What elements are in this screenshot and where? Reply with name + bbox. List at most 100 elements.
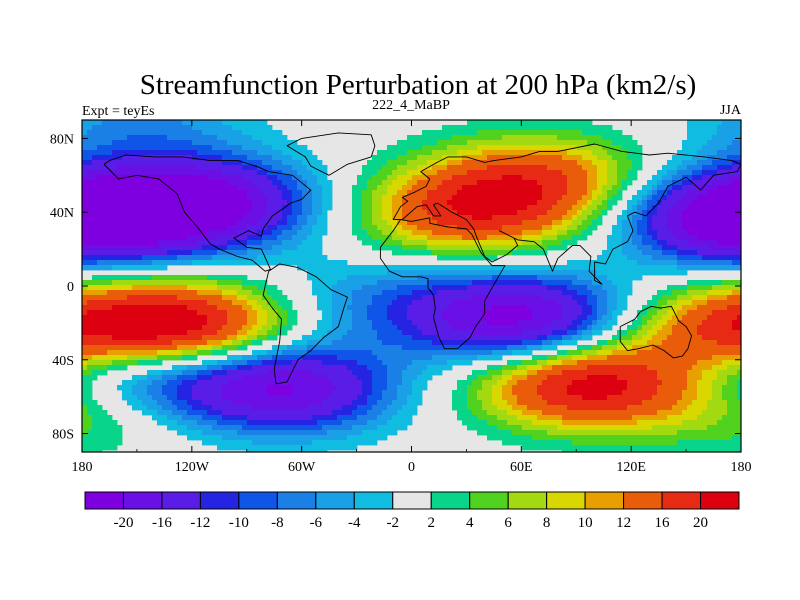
contour-cell — [92, 280, 98, 286]
contour-cell — [432, 205, 438, 211]
contour-cell — [687, 235, 693, 241]
contour-cell — [262, 165, 268, 171]
contour-cell — [457, 140, 463, 146]
contour-cell — [527, 130, 533, 136]
contour-cell — [407, 320, 413, 326]
contour-cell — [717, 195, 723, 201]
contour-cell — [702, 315, 708, 321]
contour-cell — [677, 160, 683, 166]
contour-cell — [377, 310, 383, 316]
contour-cell — [737, 230, 742, 236]
contour-cell — [137, 210, 143, 216]
contour-cell — [202, 190, 208, 196]
contour-cell — [447, 325, 453, 331]
contour-cell — [252, 180, 258, 186]
contour-cell — [372, 285, 378, 291]
contour-cell — [282, 260, 288, 266]
contour-cell — [542, 190, 548, 196]
contour-cell — [97, 170, 103, 176]
contour-cell — [702, 320, 708, 326]
contour-cell — [552, 290, 558, 296]
contour-cell — [582, 195, 588, 201]
contour-cell — [417, 180, 423, 186]
contour-cell — [192, 135, 198, 141]
contour-cell — [577, 310, 583, 316]
contour-cell — [372, 235, 378, 241]
contour-cell — [432, 225, 438, 231]
contour-cell — [682, 155, 688, 161]
contour-cell — [432, 220, 438, 226]
contour-cell — [712, 180, 718, 186]
contour-cell — [612, 255, 618, 261]
contour-cell — [667, 170, 673, 176]
contour-cell — [372, 270, 378, 276]
contour-cell — [237, 335, 243, 341]
contour-cell — [377, 225, 383, 231]
contour-cell — [237, 205, 243, 211]
contour-cell — [452, 250, 458, 256]
contour-cell — [317, 250, 323, 256]
contour-cell — [387, 185, 393, 191]
contour-cell — [437, 180, 443, 186]
contour-cell — [117, 315, 123, 321]
contour-cell — [632, 270, 638, 276]
contour-cell — [112, 260, 118, 266]
contour-cell — [92, 225, 98, 231]
contour-cell — [257, 315, 263, 321]
contour-cell — [232, 230, 238, 236]
contour-cell — [387, 145, 393, 151]
contour-cell — [242, 125, 248, 131]
contour-cell — [652, 210, 658, 216]
contour-cell — [182, 310, 188, 316]
contour-cell — [662, 320, 668, 326]
contour-cell — [432, 155, 438, 161]
contour-cell — [172, 145, 178, 151]
contour-cell — [147, 290, 153, 296]
contour-cell — [547, 165, 553, 171]
contour-cell — [427, 150, 433, 156]
contour-cell — [312, 205, 318, 211]
contour-cell — [472, 235, 478, 241]
contour-cell — [422, 230, 428, 236]
contour-cell — [177, 300, 183, 306]
contour-cell — [662, 295, 668, 301]
contour-cell — [357, 335, 363, 341]
contour-cell — [242, 165, 248, 171]
contour-cell — [612, 140, 618, 146]
contour-cell — [707, 230, 713, 236]
contour-cell — [732, 195, 738, 201]
contour-cell — [432, 305, 438, 311]
contour-cell — [607, 305, 613, 311]
contour-cell — [687, 215, 693, 221]
contour-cell — [207, 325, 213, 331]
contour-cell — [182, 170, 188, 176]
contour-cell — [542, 215, 548, 221]
contour-cell — [482, 135, 488, 141]
contour-cell — [702, 160, 708, 166]
contour-cell — [607, 285, 613, 291]
contour-cell — [512, 180, 518, 186]
contour-cell — [392, 270, 398, 276]
contour-cell — [257, 195, 263, 201]
contour-cell — [317, 285, 323, 291]
contour-cell — [167, 335, 173, 341]
contour-cell — [442, 145, 448, 151]
contour-cell — [717, 325, 723, 331]
contour-cell — [612, 155, 618, 161]
contour-cell — [652, 300, 658, 306]
contour-cell — [277, 185, 283, 191]
contour-cell — [702, 175, 708, 181]
contour-cell — [267, 220, 273, 226]
contour-cell — [717, 290, 723, 296]
contour-cell — [172, 245, 178, 251]
contour-cell — [162, 130, 168, 136]
contour-cell — [497, 180, 503, 186]
contour-cell — [627, 250, 633, 256]
contour-cell — [617, 245, 623, 251]
contour-cell — [112, 200, 118, 206]
contour-cell — [102, 260, 108, 266]
contour-cell — [457, 295, 463, 301]
contour-cell — [267, 185, 273, 191]
contour-cell — [152, 215, 158, 221]
contour-cell — [402, 325, 408, 331]
